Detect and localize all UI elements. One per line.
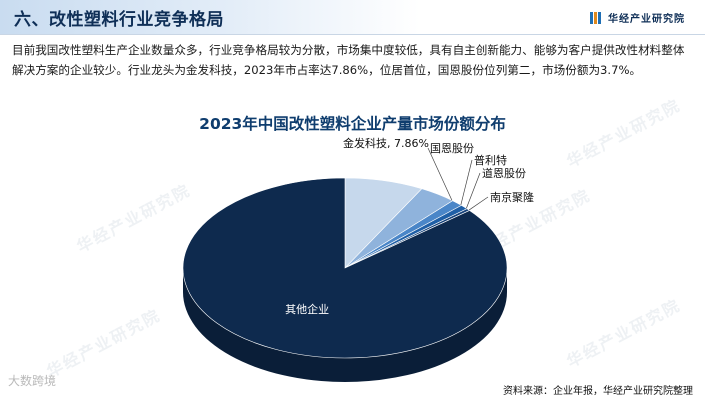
brand-name: 华经产业研究院	[608, 14, 685, 25]
pie-slice-label: 道恩股份	[482, 166, 526, 180]
pie-top	[182, 177, 508, 359]
intro-paragraph: 目前我国改性塑料生产企业数量众多，行业竞争格局较为分散，市场集中度较低，具有自主…	[12, 43, 685, 77]
pie-slice-label: 其他企业	[285, 302, 329, 316]
pie-slice-label: 金发科技, 7.86%	[343, 136, 429, 150]
leader-line	[466, 172, 481, 209]
chart-title: 2023年中国改性塑料企业产量市场份额分布	[199, 115, 506, 133]
pie-side-walls	[183, 268, 507, 382]
brand-logo-icon	[590, 11, 602, 24]
page-header: 六、改性塑料行业竞争格局 华经产业研究院	[0, 0, 705, 34]
pie-slice	[182, 177, 508, 359]
pie-slice-label: 普利特	[474, 153, 507, 167]
leader-line	[468, 196, 489, 211]
leader-line	[460, 159, 473, 206]
source-note: 资料来源：企业年报，华经产业研究院整理	[503, 386, 693, 397]
page-title: 六、改性塑料行业竞争格局	[14, 10, 224, 30]
brand: 华经产业研究院	[590, 10, 685, 25]
pie-slice-side	[183, 268, 507, 382]
header-divider	[0, 34, 705, 35]
header-bar	[0, 0, 420, 34]
footer-watermark: 大数跨境	[8, 374, 57, 388]
pie-slice-label: 南京聚隆	[490, 190, 534, 204]
pie-slice-label: 国恩股份	[430, 142, 474, 155]
leader-line	[427, 147, 453, 201]
